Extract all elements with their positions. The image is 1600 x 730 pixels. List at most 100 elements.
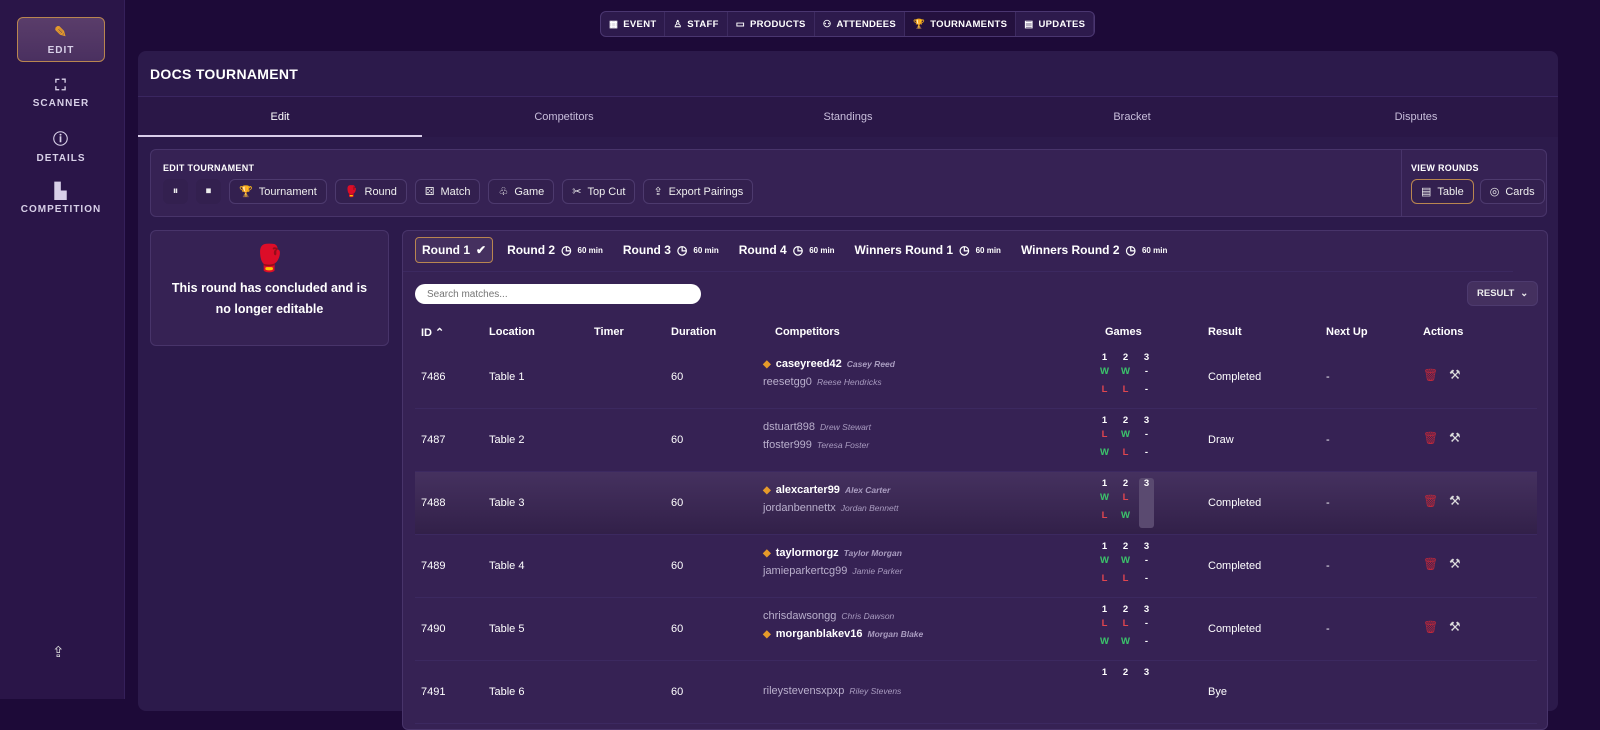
trophy-icon: 🏆 (239, 186, 253, 198)
round-tab[interactable]: Round 4 ◷ 60 min (733, 237, 841, 263)
column-header-timer: Timer (594, 326, 624, 338)
competitor-username: chrisdawsongg (763, 610, 837, 622)
match-duration: 60 (671, 371, 684, 383)
search-matches-input[interactable] (415, 284, 701, 304)
match-duration: 60 (671, 434, 684, 446)
game-result: L (1122, 447, 1129, 458)
match-location: Table 5 (489, 623, 525, 635)
nav-updates[interactable]: ▤ UPDATES (1016, 12, 1095, 36)
table-row[interactable]: 7489 Table 4 60 Completed - ◆ taylormorgz Taylo… (415, 535, 1537, 598)
competitor[interactable]: ◆ alexcarter99 Alex Carter (763, 484, 890, 496)
game-result: W (1100, 366, 1109, 377)
add-game-button[interactable]: ♧ Game (488, 179, 555, 204)
tab-edit[interactable]: Edit (138, 97, 422, 137)
round-tab[interactable]: Winners Round 2 ◷ 60 min (1015, 237, 1173, 263)
result-filter-dropdown[interactable]: RESULT ⌄ (1467, 281, 1539, 306)
nav-tournaments[interactable]: 🏆 TOURNAMENTS (905, 12, 1017, 36)
round-label: Round 3 (622, 243, 671, 257)
competitor-name: Jordan Bennett (840, 503, 899, 513)
match-next-up: - (1326, 497, 1330, 509)
sidebar-item-edit[interactable]: ✎ EDIT (17, 17, 105, 62)
add-top-cut-button[interactable]: ✂ Top Cut (562, 179, 636, 204)
game-number: 2 (1122, 667, 1129, 678)
match-next-up: - (1326, 623, 1330, 635)
add-export-pairings-button[interactable]: ⇪ Export Pairings (643, 179, 754, 204)
add-tournament-button[interactable]: 🏆 Tournament (229, 179, 327, 204)
tab-competitors[interactable]: Competitors (534, 111, 594, 123)
gavel-icon[interactable]: ⚒ (1449, 367, 1461, 382)
sidebar-item-scanner[interactable]: ⛶ SCANNER (17, 70, 105, 115)
add-round-button[interactable]: 🥊 Round (334, 179, 407, 204)
competitor[interactable]: ◆ morganblakev16 Morgan Blake (763, 628, 923, 640)
view-table-button[interactable]: ▤ Table (1411, 179, 1474, 204)
delete-icon[interactable]: 🗑 (1423, 494, 1439, 508)
match-duration: 60 (671, 686, 684, 698)
competitor[interactable]: ◆ taylormorgz Taylor Morgan (763, 547, 902, 559)
table-row[interactable]: 7486 Table 1 60 Completed - ◆ caseyreed42 Casey… (415, 346, 1537, 409)
table-row[interactable]: 7490 Table 5 60 Completed - chrisdawsongg Chri… (415, 598, 1537, 661)
tab-bracket[interactable]: Bracket (1113, 111, 1151, 123)
button-label: Top Cut (587, 185, 626, 198)
column-label: Games (1105, 326, 1142, 338)
game-number: 3 (1143, 352, 1150, 363)
table-icon: ▤ (1421, 186, 1432, 198)
competitor[interactable]: tfoster999 Teresa Foster (763, 439, 869, 451)
tab-disputes[interactable]: Disputes (1394, 111, 1438, 123)
share-icon[interactable]: ⇪ (52, 644, 65, 661)
competitor-name: Casey Reed (846, 359, 895, 369)
competitor[interactable]: jordanbennettx Jordan Bennett (763, 502, 898, 514)
game-result: W (1121, 366, 1130, 377)
game-result: L (1101, 618, 1108, 629)
tab-bar: Edit Competitors Standings Bracket Disputes (138, 96, 1558, 137)
game-result: - (1144, 618, 1149, 629)
nav-event[interactable]: ▦ EVENT (601, 12, 666, 36)
game-result: - (1144, 366, 1149, 377)
view-cards-button[interactable]: ◎ Cards (1479, 179, 1545, 204)
pause-button[interactable]: ⏸ (163, 179, 188, 204)
table-row[interactable]: 7488 Table 3 60 Completed - ◆ alexcarter99 Alex… (415, 472, 1537, 535)
column-header-id[interactable]: ID ⌃ (421, 326, 444, 339)
round-tab[interactable]: Winners Round 1 ◷ 60 min (849, 237, 1007, 263)
tab-standings[interactable]: Standings (823, 111, 873, 123)
sidebar-item-details[interactable]: ⓘ DETAILS (17, 123, 105, 168)
gavel-icon[interactable]: ⚒ (1449, 430, 1461, 445)
round-tab[interactable]: Round 3 ◷ 60 min (617, 237, 725, 263)
winner-diamond-icon: ◆ (763, 484, 771, 496)
competitor[interactable]: chrisdawsongg Chris Dawson (763, 610, 894, 622)
table-row[interactable]: 7487 Table 2 60 Draw - dstuart898 Drew Stewart… (415, 409, 1537, 472)
delete-icon[interactable]: 🗑 (1423, 620, 1439, 634)
competitor[interactable]: rileystevensxpxp Riley Stevens (763, 685, 901, 697)
gavel-icon[interactable]: ⚒ (1449, 493, 1461, 508)
match-result: Completed (1208, 560, 1262, 572)
nav-label: TOURNAMENTS (930, 18, 1008, 30)
game-result: L (1122, 492, 1129, 503)
gavel-icon[interactable]: ⚒ (1449, 556, 1461, 571)
add-match-button[interactable]: ⚄ Match (414, 179, 481, 204)
stop-button[interactable]: ⏹ (196, 179, 221, 204)
game-number: 3 (1143, 667, 1150, 678)
delete-icon[interactable]: 🗑 (1423, 368, 1439, 382)
column-label: Competitors (775, 326, 840, 338)
sidebar-item-competition[interactable]: ▙ COMPETITION (17, 176, 105, 221)
column-label: Actions (1423, 326, 1464, 338)
delete-icon[interactable]: 🗑 (1423, 431, 1439, 445)
nav-products[interactable]: ▭ PRODUCTS (728, 12, 815, 36)
competitor-name: Drew Stewart (819, 422, 871, 432)
table-row[interactable]: 7491 Table 6 60 Bye rileystevensxpxp Riley St… (415, 661, 1537, 724)
competitor[interactable]: dstuart898 Drew Stewart (763, 421, 871, 433)
gavel-icon[interactable]: ⚒ (1449, 619, 1461, 634)
game-number: 3 (1143, 604, 1150, 615)
trophy-icon: 🏆 (913, 18, 926, 30)
match-next-up: - (1326, 371, 1330, 383)
competitor-name: Reese Hendricks (816, 377, 882, 387)
competitor[interactable]: ◆ caseyreed42 Casey Reed (763, 358, 895, 370)
delete-icon[interactable]: 🗑 (1423, 557, 1439, 571)
round-tab[interactable]: Round 1 ✔ (415, 237, 494, 263)
nav-attendees[interactable]: ⚇ ATTENDEES (815, 12, 906, 36)
round-time: 60 min (1141, 245, 1168, 255)
competitor-username: tfoster999 (763, 439, 812, 451)
nav-staff[interactable]: ♙ STAFF (665, 12, 728, 36)
competitor[interactable]: jamieparkertcg99 Jamie Parker (763, 565, 902, 577)
competitor[interactable]: reesetgg0 Reese Hendricks (763, 376, 882, 388)
round-tab[interactable]: Round 2 ◷ 60 min (501, 237, 609, 263)
